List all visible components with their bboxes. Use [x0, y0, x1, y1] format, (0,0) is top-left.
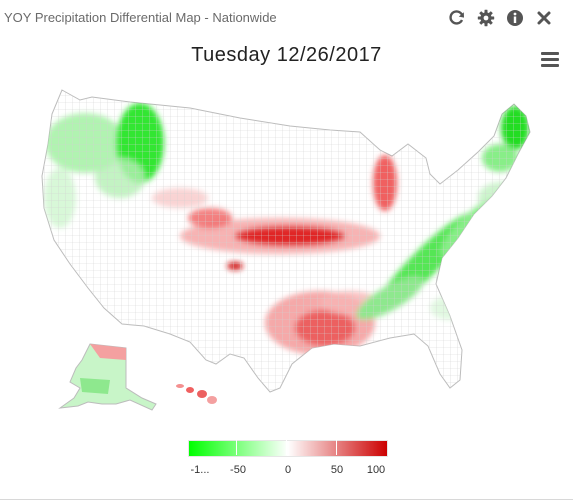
- legend-gradient-bar: [188, 440, 388, 457]
- legend-tick: -50: [230, 464, 246, 476]
- refresh-icon[interactable]: [448, 9, 466, 27]
- color-legend: -1... -50 0 50 100: [188, 440, 388, 480]
- hawaii: [176, 384, 217, 404]
- map-date-title: Tuesday 12/26/2017: [191, 44, 382, 66]
- widget-header: YOY Precipitation Differential Map - Nat…: [0, 0, 573, 34]
- us-county-map[interactable]: [30, 88, 550, 428]
- settings-icon[interactable]: [477, 9, 495, 27]
- legend-tick: 100: [366, 464, 386, 476]
- hamburger-menu-icon[interactable]: [541, 52, 559, 68]
- alaska: [58, 343, 157, 411]
- close-icon[interactable]: [535, 9, 553, 27]
- contiguous-us: [41, 89, 531, 393]
- legend-tick: 50: [330, 464, 344, 476]
- widget-title: YOY Precipitation Differential Map - Nat…: [4, 10, 277, 25]
- legend-tick: -1...: [190, 464, 210, 476]
- legend-tick: 0: [284, 464, 292, 476]
- info-icon[interactable]: [506, 9, 524, 27]
- widget-toolbar: [448, 9, 553, 27]
